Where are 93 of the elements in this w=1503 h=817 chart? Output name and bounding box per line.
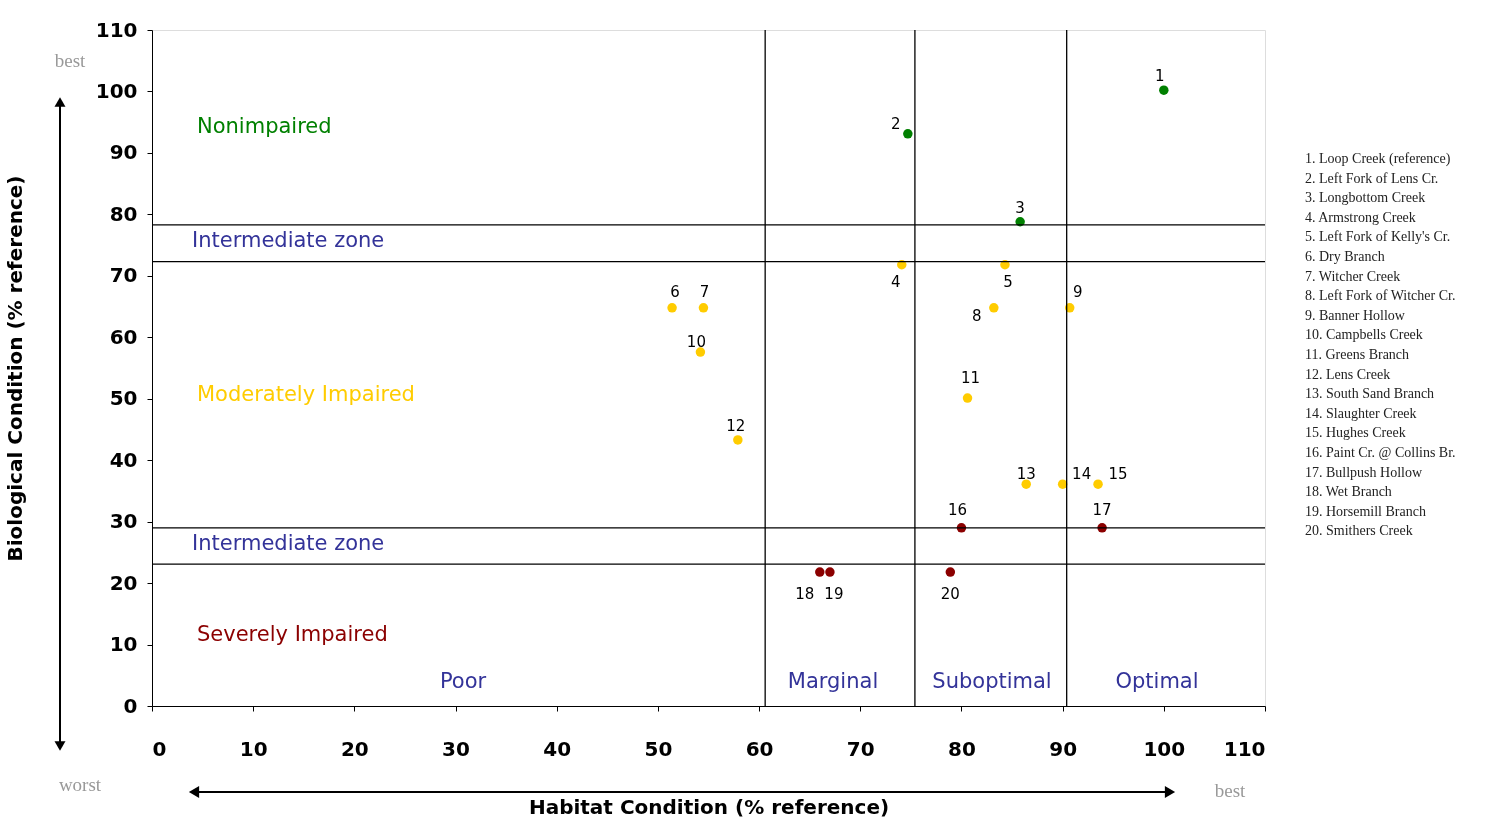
point (962, 393, 973, 403)
text: 8. Left Fork of Witcher Cr. (1305, 288, 1456, 304)
x-tick-label: 0 (152, 736, 167, 761)
annotation: 4 (890, 272, 901, 291)
text: 2. Left Fork of Lens Cr. (1305, 170, 1439, 186)
annotation: 10 (686, 333, 706, 352)
text: 11. Greens Branch (1305, 347, 1410, 362)
y-tick-label: 20 (109, 570, 138, 595)
annotation: 2 (891, 114, 901, 133)
x-tick-label: 20 (340, 736, 369, 761)
text: best (1214, 780, 1247, 801)
ref-line-label: Intermediate zone (192, 530, 385, 555)
text: 3. Longbottom Creek (1305, 190, 1426, 206)
x-tick-label: 30 (442, 736, 470, 761)
text: 1. Loop Creek (reference) (1305, 151, 1451, 167)
annotation: 20 (940, 585, 960, 604)
point (945, 567, 956, 577)
y-tick-label: 50 (109, 386, 138, 411)
text: 5. Left Fork of Kelly's Cr. (1305, 229, 1451, 245)
annotation: Optimal (1115, 669, 1199, 693)
text: 19. Horsemill Branch (1305, 503, 1426, 519)
text: 15. Hughes Creek (1305, 425, 1406, 441)
annotation: 14 (1072, 465, 1092, 484)
text: 17. Bullpush Hollow (1305, 464, 1423, 480)
point (667, 303, 677, 313)
text: 14. Slaughter Creek (1305, 405, 1417, 421)
annotation: 7 (699, 282, 710, 301)
annotation: 18 (795, 585, 815, 604)
text: 7. Witcher Creek (1305, 268, 1401, 284)
annotation: 9 (1072, 282, 1083, 301)
annotation: 11 (960, 369, 981, 388)
annotation: 6 (670, 282, 680, 301)
annotation: 12 (726, 416, 746, 435)
x-tick-label: 80 (948, 736, 976, 761)
text: 12. Lens Creek (1305, 366, 1391, 382)
point (1159, 85, 1169, 95)
text: 13. South Sand Branch (1305, 386, 1435, 402)
text: worst (58, 774, 102, 795)
point (903, 129, 913, 139)
annotation: 13 (1016, 465, 1036, 484)
x-tick-label: 70 (846, 736, 875, 761)
text: Moderately Impaired (197, 381, 415, 406)
x-tick-label: 50 (644, 736, 673, 761)
point (1021, 479, 1031, 489)
text: 6. Dry Branch (1305, 249, 1385, 264)
text: 20. Smithers Creek (1305, 523, 1413, 539)
y-tick-label: 110 (95, 17, 138, 42)
annotation: 17 (1092, 500, 1112, 519)
annotation: Poor (439, 669, 487, 693)
point (733, 435, 743, 445)
y-tick-label: 70 (109, 263, 138, 288)
annotation: 3 (1015, 198, 1025, 217)
annotation: 16 (947, 500, 967, 519)
text: 9. Banner Hollow (1305, 307, 1406, 323)
text: 18. Wet Branch (1305, 484, 1392, 500)
x-tick-label: 100 (1143, 736, 1186, 761)
point (815, 567, 825, 577)
text: 10. Campbells Creek (1305, 327, 1423, 343)
x-tick-label: 60 (745, 736, 774, 761)
x-tick-label: 40 (543, 736, 572, 761)
annotation: 8 (972, 306, 982, 325)
point (1000, 260, 1010, 270)
point (695, 347, 706, 357)
y-tick-label: 100 (95, 78, 138, 103)
y-tick-label: 90 (109, 140, 138, 165)
text: 16. Paint Cr. @ Collins Br. (1305, 445, 1456, 460)
point (1057, 479, 1068, 489)
x-tick-label: 10 (239, 736, 268, 761)
point (698, 303, 709, 313)
point (989, 303, 999, 313)
y-tick-label: 10 (109, 632, 138, 657)
x-tick-label: 110 (1223, 736, 1266, 761)
y-axis-title: Biological Condition (% reference) (2, 175, 27, 562)
annotation: Suboptimal (932, 669, 1052, 693)
annotation: 5 (1003, 272, 1013, 291)
y-tick-label: 60 (109, 324, 138, 349)
annotation: 1 (1155, 67, 1165, 86)
y-tick-label: 0 (123, 693, 138, 718)
text: Nonimpaired (197, 114, 332, 139)
y-tick-label: 80 (109, 201, 138, 226)
text: 4. Armstrong Creek (1305, 209, 1416, 225)
x-tick-label: 90 (1049, 736, 1078, 761)
annotation: Marginal (787, 669, 879, 693)
point (1093, 479, 1103, 489)
text: Severely Impaired (197, 622, 388, 647)
ref-line-label: Intermediate zone (192, 227, 385, 252)
x-axis-title: Habitat Condition (% reference) (528, 794, 890, 817)
annotation: 19 (824, 585, 844, 604)
y-tick-label: 30 (109, 509, 138, 534)
annotation: 15 (1108, 465, 1128, 484)
point (825, 567, 835, 577)
y-tick-label: 40 (109, 447, 138, 472)
text: best (54, 50, 87, 71)
